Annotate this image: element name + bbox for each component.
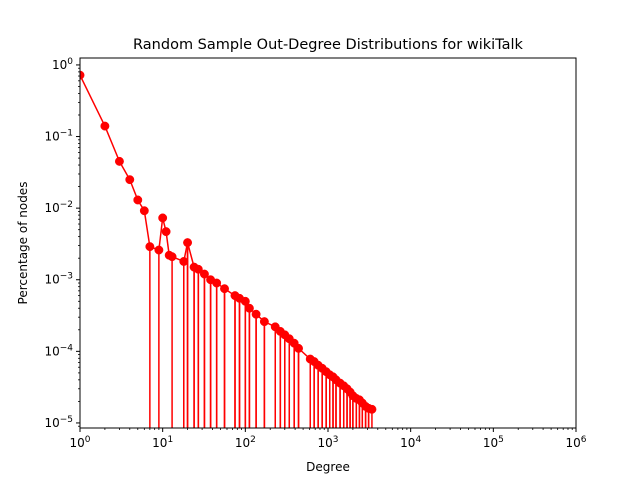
data-point <box>100 121 110 131</box>
y-axis: 10−5 10−4 10−3 10−2 10−1 100 <box>44 57 80 430</box>
chart-title: Random Sample Out-Degree Distributions f… <box>133 37 524 53</box>
x-tick-label: 106 <box>565 435 586 450</box>
data-point <box>212 278 222 288</box>
data-point <box>220 284 229 294</box>
x-tick-label: 104 <box>400 435 421 450</box>
x-axis: 100 101 102 103 104 105 106 <box>69 428 587 450</box>
x-axis-label: Degree <box>306 460 350 474</box>
data-point <box>244 303 254 313</box>
plot-area <box>80 70 377 428</box>
data-point <box>193 264 203 274</box>
data-point <box>161 227 171 237</box>
data-point <box>145 242 155 252</box>
y-tick-label: 10−2 <box>44 200 73 215</box>
data-point <box>251 309 261 319</box>
data-point <box>199 269 209 279</box>
data-point <box>294 343 303 353</box>
y-tick-label: 100 <box>52 57 73 72</box>
y-axis-label: Percentage of nodes <box>16 182 30 305</box>
data-point <box>367 404 377 414</box>
data-point <box>179 257 189 266</box>
data-point <box>167 252 177 262</box>
x-tick-label: 102 <box>235 435 256 450</box>
x-tick-label: 101 <box>152 435 173 450</box>
data-point <box>240 296 250 306</box>
data-point <box>114 156 124 166</box>
data-point <box>139 206 149 216</box>
data-point <box>154 245 164 255</box>
series-line-segment <box>104 125 121 162</box>
y-tick-label: 10−1 <box>44 129 73 144</box>
x-tick-label: 100 <box>69 435 90 450</box>
y-tick-label: 10−5 <box>44 415 73 430</box>
series-line-segment <box>158 217 164 251</box>
data-point <box>133 195 143 205</box>
series-line-segment <box>143 210 151 247</box>
data-point <box>183 238 193 248</box>
y-tick-label: 10−3 <box>44 272 73 287</box>
x-tick-label: 103 <box>317 435 338 450</box>
data-point <box>259 317 269 327</box>
data-point <box>125 175 135 185</box>
y-tick-label: 10−4 <box>44 343 73 358</box>
x-tick-label: 105 <box>483 435 504 450</box>
data-point <box>158 213 168 223</box>
series-line-segment <box>80 74 106 127</box>
